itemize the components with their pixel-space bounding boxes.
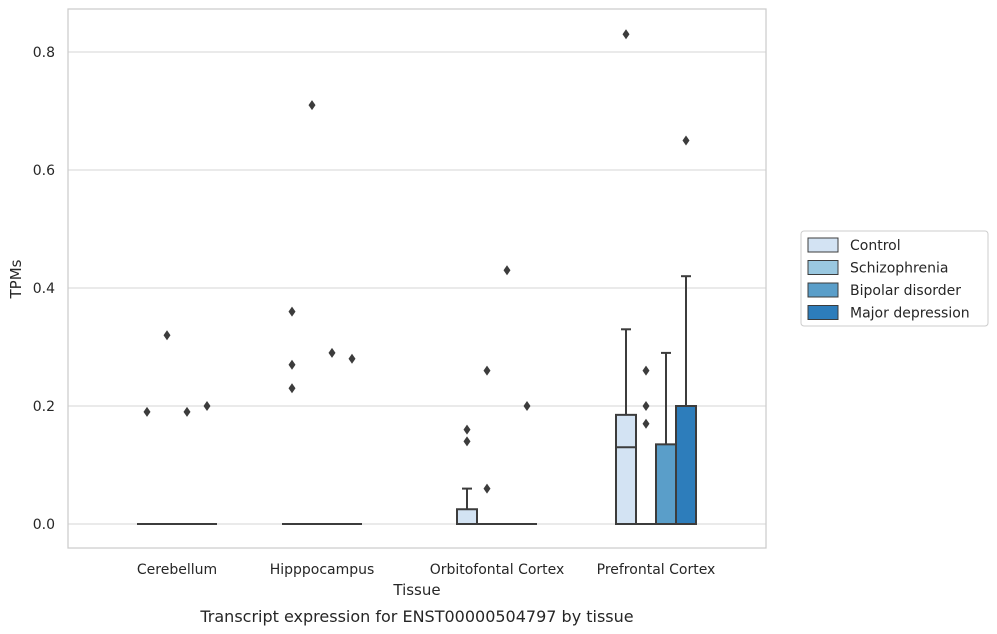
legend-swatch xyxy=(807,305,839,320)
legend-swatch xyxy=(807,282,839,298)
legend-label: Bipolar disorder xyxy=(850,283,961,299)
outlier-point xyxy=(642,418,650,429)
series-group xyxy=(197,135,697,525)
box xyxy=(456,508,478,525)
y-tick-label: 0.4 xyxy=(33,281,55,297)
series-group xyxy=(157,100,656,525)
x-tick-labels: Cerebellum Hipppocampus Orbitofontal Corte… xyxy=(137,562,715,578)
outlier-point xyxy=(523,401,531,411)
outlier-point xyxy=(642,401,650,411)
outlier-point xyxy=(143,406,151,417)
legend-swatch xyxy=(807,237,839,253)
outlier-point xyxy=(483,483,491,494)
x-tick-label: Hipppocampus xyxy=(270,562,375,578)
y-tick-label: 0.6 xyxy=(33,163,55,179)
outlier-point xyxy=(483,365,491,376)
legend-swatch xyxy=(807,260,839,275)
chart-caption: Transcript expression for ENST0000050479… xyxy=(199,607,633,626)
y-axis-title: TPMs xyxy=(7,259,25,299)
y-tick-label: 0.2 xyxy=(33,399,55,415)
y-tick-labels: 0.0 0.2 0.4 0.6 0.8 xyxy=(33,45,55,533)
y-tick-label: 0.0 xyxy=(33,517,55,533)
outlier-point xyxy=(463,424,471,435)
outlier-point xyxy=(163,330,171,341)
box xyxy=(655,443,677,526)
outlier-point xyxy=(203,401,211,411)
outlier-point xyxy=(183,406,191,417)
plot-area-frame xyxy=(67,8,767,549)
x-tick-label: Cerebellum xyxy=(137,562,217,578)
series-group xyxy=(177,265,677,526)
x-tick-label: Orbitofontal Cortex xyxy=(430,562,565,578)
box xyxy=(615,413,637,526)
outlier-point xyxy=(328,347,336,358)
outlier-point xyxy=(503,265,511,276)
outlier-point xyxy=(622,29,630,40)
legend-label: Major depression xyxy=(850,306,970,322)
legend: Control Schizophrenia Bipolar disorder Majo… xyxy=(800,230,989,327)
outlier-point xyxy=(682,135,690,146)
box-series xyxy=(137,29,697,526)
outlier-point xyxy=(288,306,296,317)
legend-label: Control xyxy=(850,238,901,254)
outlier-point xyxy=(463,436,471,447)
x-axis-title: Tissue xyxy=(392,581,440,599)
y-tick-label: 0.8 xyxy=(33,45,55,61)
series-group xyxy=(137,29,637,526)
box xyxy=(675,405,697,525)
legend-label: Schizophrenia xyxy=(850,261,948,277)
legend-frame xyxy=(800,230,989,327)
outlier-point xyxy=(288,359,296,370)
outlier-point xyxy=(288,383,296,394)
outlier-point xyxy=(308,100,316,111)
outlier-point xyxy=(348,353,356,364)
x-tick-label: Prefrontal Cortex xyxy=(597,562,716,578)
outlier-point xyxy=(642,365,650,376)
